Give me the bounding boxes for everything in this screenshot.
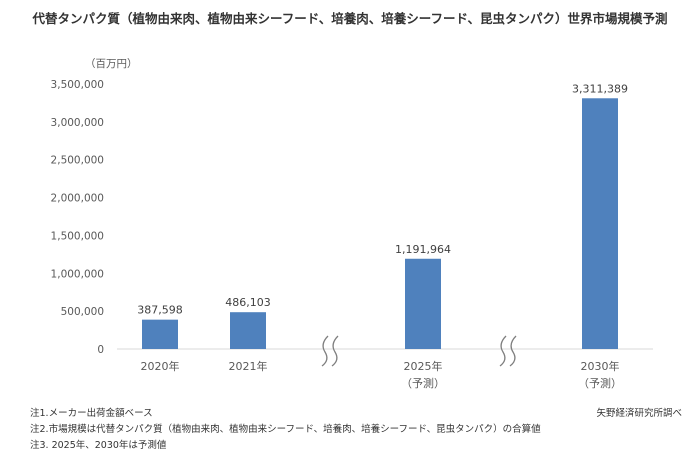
bar [230,312,266,349]
data-label: 1,191,964 [395,243,451,256]
x-tick-sublabel: （予測） [578,376,622,390]
note-2: 注2.市場規模は代替タンパク質（植物由来肉、植物由来シーフード、培養肉、培養シー… [30,424,541,435]
y-tick-label: 500,000 [61,306,104,318]
note-1: 注1.メーカー出荷金額ベース [30,408,153,419]
y-tick-label: 2,000,000 [51,193,104,205]
x-tick-label: 2020年 [141,359,180,373]
data-label: 387,598 [137,304,183,317]
source-credit: 矢野経済研究所調べ [596,408,682,419]
y-tick-label: 3,500,000 [51,79,104,91]
y-tick-label: 1,500,000 [51,230,104,242]
y-tick-label: 2,500,000 [51,155,104,167]
bar [582,98,618,349]
y-tick-label: 1,000,000 [51,268,104,280]
y-tick-label: 0 [97,344,104,356]
x-tick-label: 2030年 [581,359,620,373]
x-tick-sublabel: （予測） [401,376,445,390]
axis-break-mark [499,335,507,367]
y-tick-label: 3,000,000 [51,117,104,129]
bar [405,258,441,349]
notes: 注1.メーカー出荷金額ベース 注2.市場規模は代替タンパク質（植物由来肉、植物由… [30,406,541,454]
data-label: 3,311,389 [572,82,628,95]
note-3: 注3. 2025年、2030年は予測値 [30,440,167,451]
chart-title: 代替タンパク質（植物由来肉、植物由来シーフード、培養肉、培養シーフード、昆虫タン… [32,11,668,26]
axis-break-mark [321,335,329,367]
y-unit-label: （百万円） [85,58,138,70]
data-label: 486,103 [225,296,271,309]
axis-break-mark [331,335,339,367]
bar [142,319,178,349]
x-tick-label: 2021年 [229,359,268,373]
x-tick-label: 2025年 [404,359,443,373]
axis-break-mark [509,335,517,367]
